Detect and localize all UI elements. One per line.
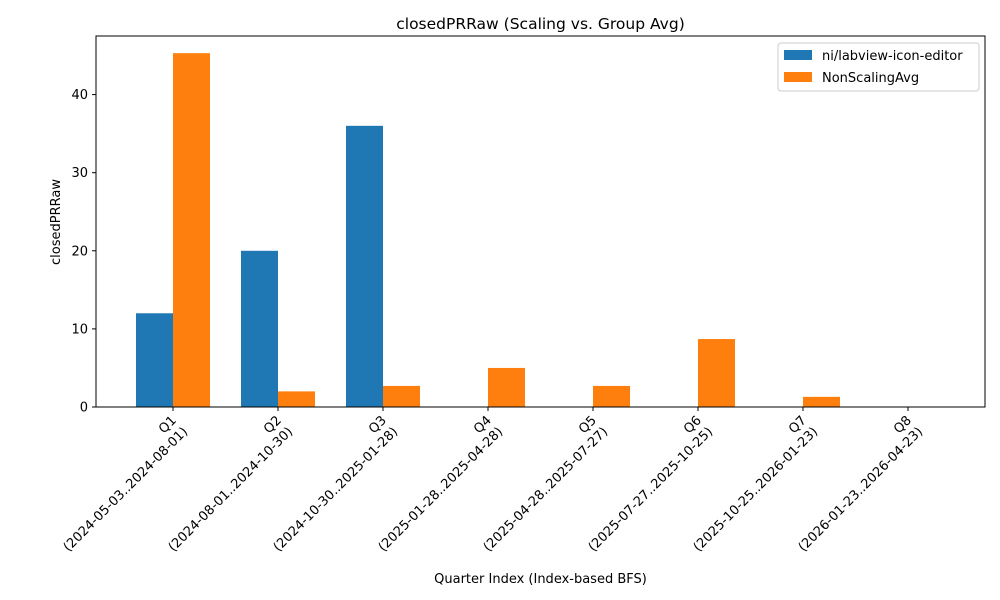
x-tick-range: (2024-08-01..2024-10-30) <box>166 425 296 555</box>
bar-series2-q4 <box>488 367 525 407</box>
x-axis: Q1(2024-05-03..2024-08-01) Q2(2024-08-01.… <box>61 407 926 555</box>
legend-entry-label: ni/labview-icon-editor <box>822 49 963 64</box>
x-tick-range: (2024-10-30..2025-01-28) <box>271 425 401 555</box>
x-tick-range: (2026-01-23..2026-04-23) <box>796 425 926 555</box>
y-tick-label: 30 <box>71 166 88 181</box>
x-tick-range: (2025-10-25..2026-01-23) <box>691 425 821 555</box>
bar-series2-q3 <box>383 385 420 407</box>
y-tick-label: 20 <box>71 244 88 259</box>
plot-frame <box>95 35 986 408</box>
y-axis: 0 10 20 30 40 <box>71 88 96 416</box>
bar-series2-q7 <box>803 396 840 407</box>
x-tick-range: (2025-01-28..2025-04-28) <box>376 425 506 555</box>
plot-area <box>95 35 986 408</box>
chart-title: closedPRRaw (Scaling vs. Group Avg) <box>396 15 685 33</box>
y-axis-label: closedPRRaw <box>49 179 64 265</box>
y-tick-label: 40 <box>71 88 88 103</box>
x-tick-range: (2025-07-27..2025-10-25) <box>586 425 716 555</box>
bar-series1-q1 <box>136 313 173 407</box>
bar-series2-q6 <box>698 339 735 407</box>
legend-entry-label: NonScalingAvg <box>822 71 919 86</box>
bar-series2-q2 <box>278 391 315 407</box>
x-axis-label: Quarter Index (Index-based BFS) <box>434 572 647 587</box>
y-tick-label: 10 <box>71 322 88 337</box>
bar-series2-q1 <box>173 53 210 407</box>
x-tick-range: (2025-04-28..2025-07-27) <box>481 425 611 555</box>
x-tick-range: (2024-05-03..2024-08-01) <box>61 425 191 555</box>
legend: ni/labview-icon-editor NonScalingAvg <box>777 42 980 92</box>
legend-swatch <box>784 72 812 82</box>
x-tick-label-q1: Q1(2024-05-03..2024-08-01) <box>61 413 191 555</box>
bar-series1-q2 <box>241 250 278 407</box>
bar-series2-q5 <box>593 385 630 407</box>
legend-swatch <box>784 50 812 60</box>
y-tick-label: 0 <box>80 401 88 416</box>
bar-series1-q3 <box>346 125 383 408</box>
legend-box <box>777 42 980 92</box>
